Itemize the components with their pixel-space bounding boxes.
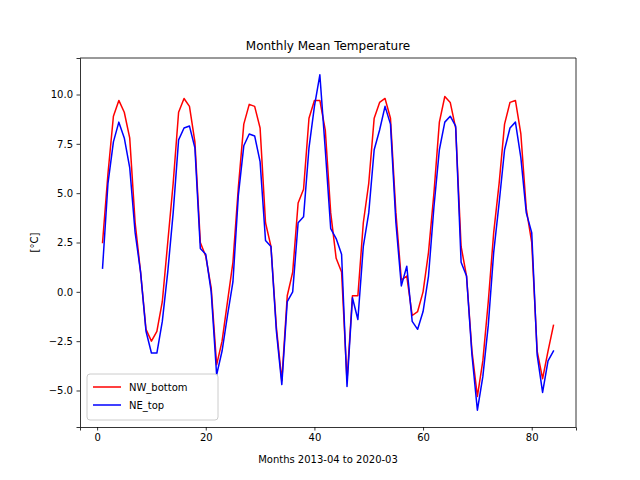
x-axis-label: Months 2013-04 to 2020-03 xyxy=(258,454,398,465)
tick-label: 40 xyxy=(309,432,322,443)
tick-mark xyxy=(77,341,81,342)
legend-label: NW_bottom xyxy=(129,382,188,394)
axis-line xyxy=(77,59,81,428)
tick-label: 0 xyxy=(94,432,100,443)
tick: 0.0 xyxy=(57,287,80,298)
tick: 80 xyxy=(526,427,539,443)
tick: 2.5 xyxy=(57,237,80,248)
tick-label: 80 xyxy=(526,432,539,443)
tick-label: 7.5 xyxy=(57,139,73,150)
tick-mark xyxy=(97,427,98,431)
legend-box xyxy=(87,374,218,420)
series-line xyxy=(103,75,554,410)
y-axis-label: [°C] xyxy=(29,233,40,253)
y-axis: −5.0 −2.5 0.0 2.5 5.0 7.5 10.0 xyxy=(49,59,81,428)
tick: −2.5 xyxy=(49,336,80,347)
legend-swatch xyxy=(93,386,121,388)
tick-label: 20 xyxy=(200,432,213,443)
tick-label: 60 xyxy=(417,432,430,443)
tick-label: −5.0 xyxy=(49,385,73,396)
frame xyxy=(576,58,577,427)
tick-mark xyxy=(77,390,81,391)
tick-label: 10.0 xyxy=(51,89,73,100)
x-axis: 0 20 40 60 80 xyxy=(81,427,577,443)
tick-mark xyxy=(206,427,207,431)
plot-area xyxy=(103,75,554,410)
tick-mark xyxy=(314,427,315,431)
tick: −5.0 xyxy=(49,385,80,396)
tick-mark xyxy=(77,193,81,194)
tick: 7.5 xyxy=(57,139,80,150)
legend-label: NE_top xyxy=(129,400,164,412)
tick-mark xyxy=(77,144,81,145)
title: Monthly Mean Temperature xyxy=(246,39,410,53)
legend-swatch xyxy=(93,404,121,406)
tick: 40 xyxy=(309,427,322,443)
tick-label: 0.0 xyxy=(57,287,73,298)
axis-line xyxy=(81,428,577,431)
background xyxy=(0,0,640,480)
tick: 5.0 xyxy=(57,188,80,199)
tick: 10.0 xyxy=(51,89,80,100)
tick-mark xyxy=(532,427,533,431)
legend: NW_bottom NE_top xyxy=(87,374,218,420)
tick-mark xyxy=(77,292,81,293)
tick-label: 2.5 xyxy=(57,237,73,248)
tick-label: 5.0 xyxy=(57,188,73,199)
tick-mark xyxy=(77,95,81,96)
frame xyxy=(80,58,576,59)
chart: 0 20 40 60 80 −5.0 −2.5 0.0 2.5 5.0 7.5 10.0 Monthly… xyxy=(0,0,640,480)
tick-mark xyxy=(77,243,81,244)
tick-label: −2.5 xyxy=(49,336,73,347)
tick-mark xyxy=(423,427,424,431)
tick: 20 xyxy=(200,427,213,443)
tick: 0 xyxy=(94,427,100,443)
tick: 60 xyxy=(417,427,430,443)
